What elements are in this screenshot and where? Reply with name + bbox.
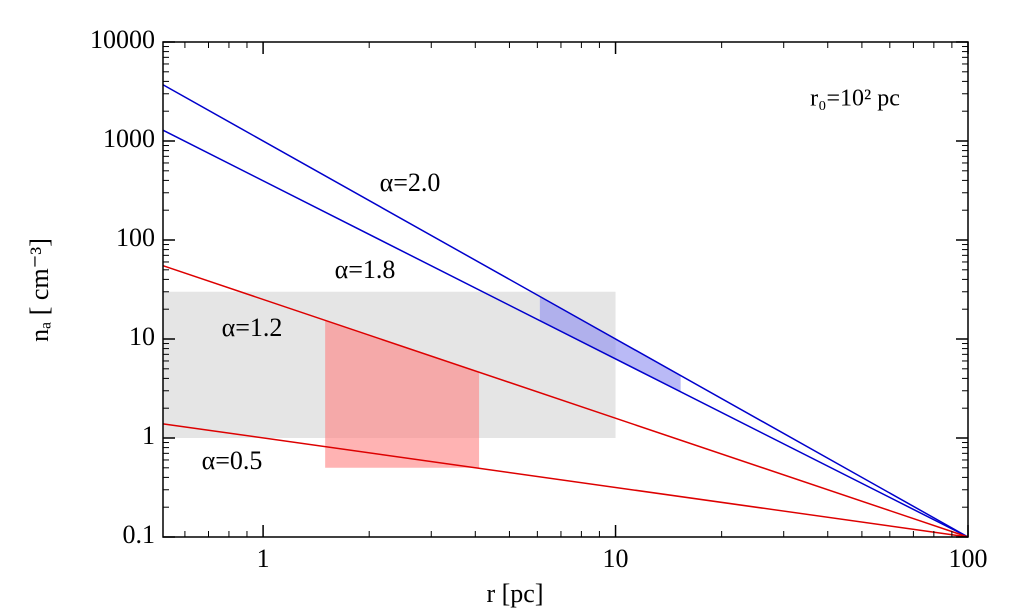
series-label: α=1.8 (335, 255, 396, 284)
series-line (162, 264, 969, 538)
y-axis-label: nₐ [ cm⁻³] (25, 238, 54, 342)
y-tick-label: 1 (142, 421, 155, 450)
x-tick-label: 1 (257, 544, 270, 573)
series-line (162, 84, 969, 538)
y-tick-label: 10000 (90, 25, 155, 54)
series-label: α=1.2 (222, 313, 283, 342)
y-tick-label: 100 (116, 223, 155, 252)
annotation: r₀=10² pc (810, 86, 900, 112)
series-line (162, 129, 969, 538)
y-tick-label: 1000 (103, 124, 155, 153)
shaded-region (325, 320, 480, 468)
y-tick-label: 0.1 (123, 520, 156, 549)
plot-frame (162, 41, 969, 538)
x-tick-label: 100 (949, 544, 988, 573)
x-tick-label: 10 (603, 544, 629, 573)
x-axis-label: r [pc] (486, 579, 543, 608)
y-tick-label: 10 (129, 322, 155, 351)
series-label: α=2.0 (380, 168, 441, 197)
series-label: α=0.5 (202, 446, 263, 475)
series-line (162, 423, 969, 538)
shaded-region (539, 296, 681, 392)
